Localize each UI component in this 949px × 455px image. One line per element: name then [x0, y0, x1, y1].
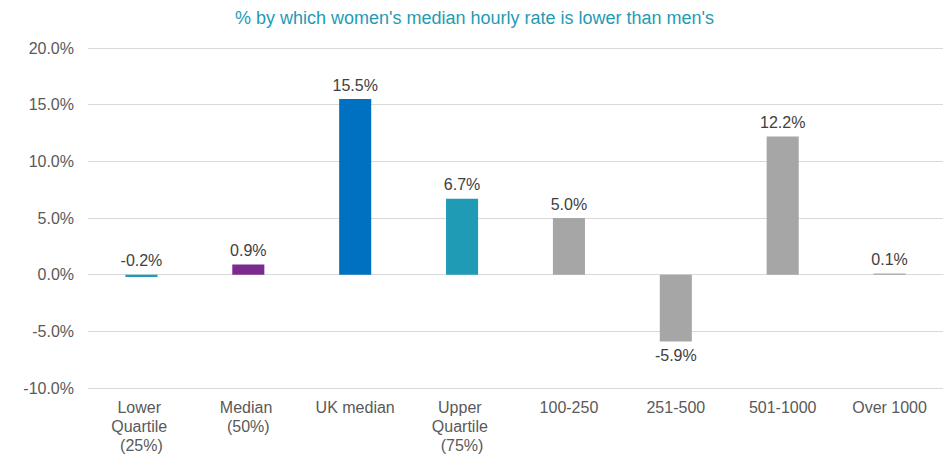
svg-text:251-500: 251-500 [646, 399, 705, 416]
svg-text:501-1000: 501-1000 [749, 399, 817, 416]
svg-text:Upper: Upper [438, 399, 486, 416]
svg-text:10.0%: 10.0% [29, 153, 74, 170]
svg-text:100-250: 100-250 [540, 399, 599, 416]
svg-text:(50%): (50%) [227, 418, 270, 435]
svg-text:20.0%: 20.0% [29, 40, 74, 57]
svg-text:5.0%: 5.0% [551, 196, 587, 213]
svg-text:UK median: UK median [316, 399, 395, 416]
svg-text:(25%): (25%) [120, 437, 163, 454]
svg-text:0.9%: 0.9% [230, 242, 266, 259]
svg-text:12.2%: 12.2% [760, 114, 805, 131]
svg-text:Over 1000: Over 1000 [852, 399, 927, 416]
svg-text:Quartile: Quartile [432, 418, 492, 435]
svg-text:Quartile: Quartile [111, 418, 171, 435]
svg-text:Median: Median [220, 399, 277, 416]
svg-text:% by which women's median hour: % by which women's median hourly rate is… [235, 8, 714, 28]
svg-text:-5.9%: -5.9% [655, 347, 697, 364]
svg-text:-10.0%: -10.0% [23, 380, 74, 397]
svg-text:6.7%: 6.7% [444, 176, 480, 193]
svg-text:15.5%: 15.5% [333, 77, 378, 94]
svg-text:5.0%: 5.0% [38, 210, 74, 227]
svg-text:0.0%: 0.0% [38, 266, 74, 283]
svg-text:0.1%: 0.1% [871, 251, 907, 268]
svg-text:-5.0%: -5.0% [32, 323, 74, 340]
svg-text:15.0%: 15.0% [29, 96, 74, 113]
svg-text:-0.2%: -0.2% [121, 252, 163, 269]
svg-text:(75%): (75%) [441, 437, 484, 454]
svg-text:Lower: Lower [117, 399, 165, 416]
